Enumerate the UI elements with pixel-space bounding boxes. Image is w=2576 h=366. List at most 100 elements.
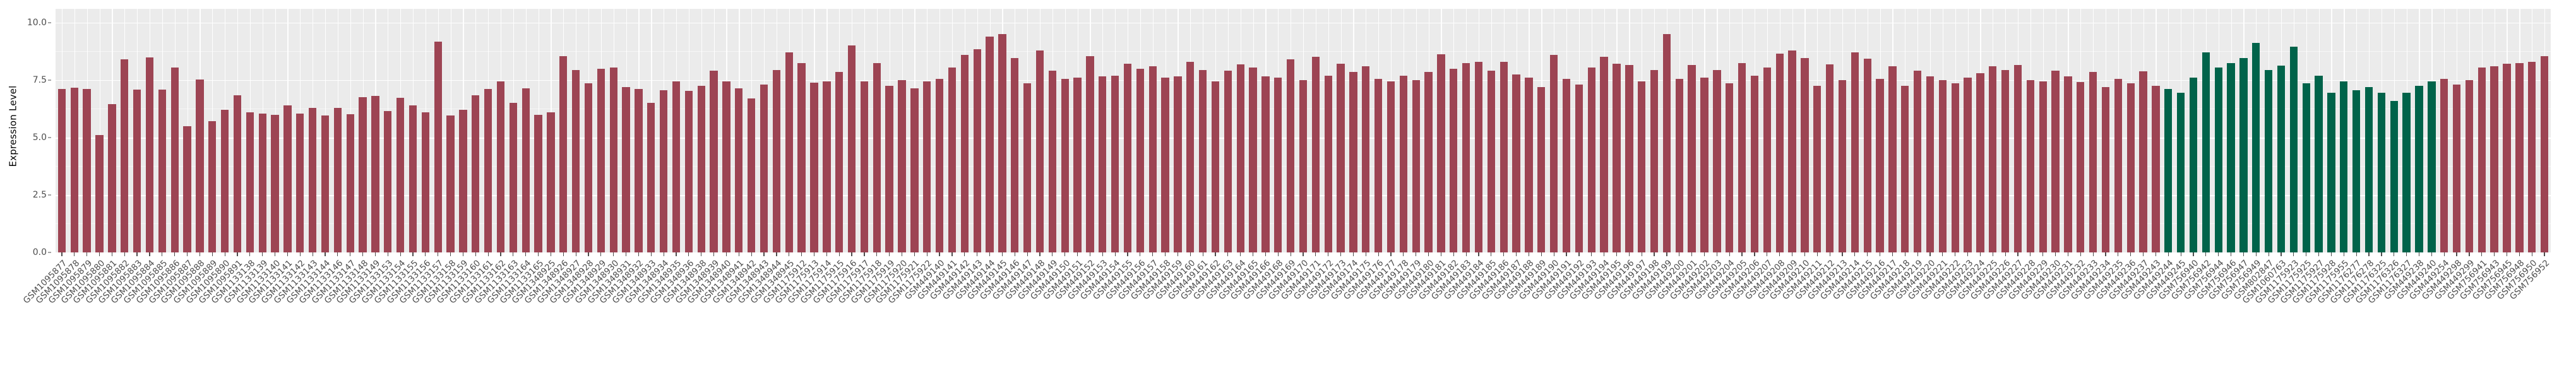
- bar[interactable]: [522, 88, 530, 252]
- bar[interactable]: [1011, 58, 1019, 252]
- bar-slot[interactable]: [2463, 9, 2476, 252]
- bar-slot[interactable]: [2538, 9, 2551, 252]
- bar-slot[interactable]: [2501, 9, 2513, 252]
- bar[interactable]: [1186, 61, 1195, 252]
- bar-slot[interactable]: [2413, 9, 2426, 252]
- bar-slot[interactable]: [1372, 9, 1385, 252]
- bar[interactable]: [308, 107, 317, 252]
- bar[interactable]: [1613, 63, 1621, 252]
- bar[interactable]: [1274, 78, 1282, 252]
- bar-slot[interactable]: [1661, 9, 1673, 252]
- bar[interactable]: [1662, 34, 1671, 252]
- bar[interactable]: [1587, 67, 1595, 252]
- bar-slot[interactable]: [2062, 9, 2075, 252]
- bar-slot[interactable]: [1272, 9, 1284, 252]
- bar[interactable]: [1099, 76, 1107, 252]
- bar-slot[interactable]: [2262, 9, 2275, 252]
- bar-slot[interactable]: [256, 9, 269, 252]
- bar-slot[interactable]: [419, 9, 432, 252]
- bar[interactable]: [1901, 86, 1909, 252]
- bar[interactable]: [1876, 79, 1884, 252]
- bar[interactable]: [2164, 88, 2173, 252]
- bar-slot[interactable]: [1196, 9, 1209, 252]
- bar[interactable]: [2265, 69, 2273, 252]
- bar-slot[interactable]: [2250, 9, 2262, 252]
- bar-slot[interactable]: [1297, 9, 1309, 252]
- bar[interactable]: [1650, 69, 1659, 252]
- bar[interactable]: [1512, 74, 1520, 252]
- bar[interactable]: [2051, 71, 2060, 252]
- bar[interactable]: [1374, 79, 1383, 252]
- bar[interactable]: [847, 45, 856, 252]
- bar[interactable]: [1450, 68, 1458, 252]
- bar[interactable]: [760, 85, 768, 252]
- bar-slot[interactable]: [758, 9, 770, 252]
- bar-slot[interactable]: [569, 9, 582, 252]
- bar-slot[interactable]: [1598, 9, 1611, 252]
- bar-slot[interactable]: [1046, 9, 1059, 252]
- bar[interactable]: [133, 90, 141, 252]
- bar[interactable]: [1500, 61, 1508, 252]
- bar[interactable]: [1086, 56, 1094, 252]
- bar-slot[interactable]: [2438, 9, 2450, 252]
- bar-slot[interactable]: [1008, 9, 1021, 252]
- bar-slot[interactable]: [206, 9, 218, 252]
- bar[interactable]: [1575, 85, 1583, 252]
- bar[interactable]: [2177, 92, 2185, 252]
- bar-slot[interactable]: [319, 9, 331, 252]
- bar-slot[interactable]: [1723, 9, 1736, 252]
- bar-slot[interactable]: [1523, 9, 1535, 252]
- bar[interactable]: [547, 112, 555, 252]
- bar-slot[interactable]: [407, 9, 419, 252]
- bar[interactable]: [1838, 80, 1847, 252]
- bar[interactable]: [1211, 81, 1220, 252]
- bar-slot[interactable]: [2525, 9, 2538, 252]
- bar-slot[interactable]: [1234, 9, 1247, 252]
- bar-slot[interactable]: [695, 9, 708, 252]
- bar[interactable]: [108, 104, 116, 252]
- bar[interactable]: [2139, 71, 2147, 252]
- bar[interactable]: [998, 34, 1006, 252]
- bar[interactable]: [1726, 83, 1734, 252]
- bar[interactable]: [534, 114, 542, 252]
- bar-slot[interactable]: [1585, 9, 1598, 252]
- bar[interactable]: [1148, 66, 1157, 252]
- bar-slot[interactable]: [620, 9, 633, 252]
- bar[interactable]: [1111, 75, 1119, 252]
- bar[interactable]: [2026, 80, 2034, 252]
- bar-slot[interactable]: [2287, 9, 2300, 252]
- bar[interactable]: [271, 114, 279, 252]
- bar-slot[interactable]: [1798, 9, 1811, 252]
- bar-slot[interactable]: [745, 9, 758, 252]
- bar-slot[interactable]: [808, 9, 821, 252]
- bar[interactable]: [183, 126, 191, 252]
- bar-slot[interactable]: [143, 9, 156, 252]
- bar-slot[interactable]: [2275, 9, 2287, 252]
- bar-slot[interactable]: [1573, 9, 1585, 252]
- bar-slot[interactable]: [2400, 9, 2413, 252]
- bar-slot[interactable]: [1761, 9, 1774, 252]
- bar-slot[interactable]: [896, 9, 909, 252]
- bar[interactable]: [1174, 76, 1182, 252]
- bar[interactable]: [1989, 66, 1997, 252]
- bar[interactable]: [973, 49, 981, 252]
- bar[interactable]: [1688, 65, 1696, 252]
- bar-slot[interactable]: [1335, 9, 1347, 252]
- bar-slot[interactable]: [582, 9, 595, 252]
- bar-slot[interactable]: [1121, 9, 1134, 252]
- bar[interactable]: [2101, 86, 2110, 252]
- bar[interactable]: [396, 98, 405, 252]
- bar[interactable]: [647, 103, 655, 252]
- bar-slot[interactable]: [708, 9, 720, 252]
- bar-slot[interactable]: [2388, 9, 2400, 252]
- bar[interactable]: [1035, 50, 1044, 252]
- bar[interactable]: [2465, 80, 2474, 252]
- bar[interactable]: [1073, 78, 1082, 252]
- bar[interactable]: [2402, 92, 2411, 252]
- bar[interactable]: [1061, 79, 1069, 252]
- bar[interactable]: [1161, 78, 1169, 252]
- bar-slot[interactable]: [1886, 9, 1899, 252]
- bar[interactable]: [1913, 71, 1922, 252]
- bar[interactable]: [810, 82, 818, 252]
- bar-slot[interactable]: [2049, 9, 2062, 252]
